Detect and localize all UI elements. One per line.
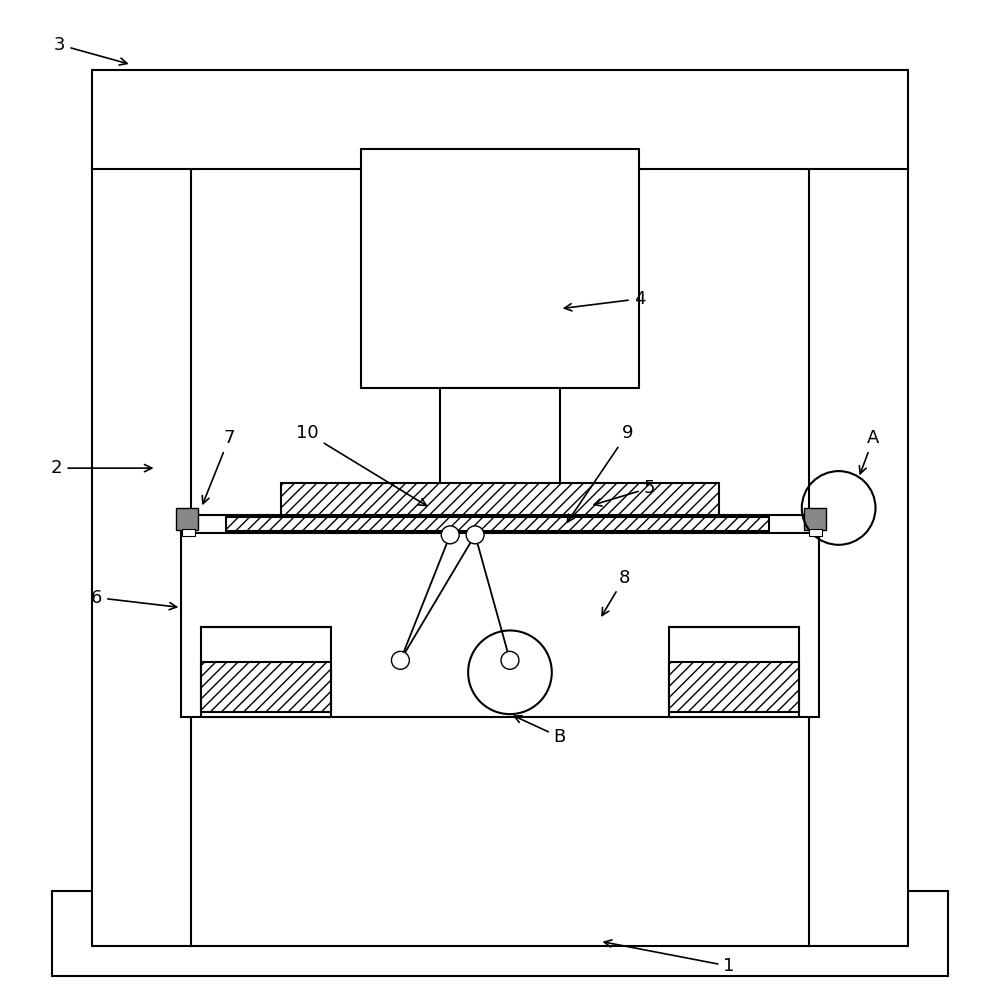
Bar [52, 891, 948, 976]
Bar [809, 529, 822, 536]
Bar [92, 70, 908, 946]
Text: 10: 10 [296, 424, 426, 506]
Bar [440, 388, 560, 488]
Text: 8: 8 [602, 569, 630, 616]
Bar [181, 515, 819, 533]
Text: 2: 2 [51, 459, 152, 477]
Bar [201, 662, 331, 712]
Bar [361, 149, 639, 388]
Text: A: A [859, 429, 880, 474]
Text: 9: 9 [567, 424, 633, 522]
Text: B: B [514, 716, 566, 746]
Bar [804, 508, 826, 530]
Text: 3: 3 [54, 36, 127, 65]
Circle shape [466, 526, 484, 544]
Circle shape [441, 526, 459, 544]
Bar [176, 508, 198, 530]
Circle shape [391, 651, 409, 669]
Circle shape [501, 651, 519, 669]
Text: 1: 1 [604, 940, 735, 975]
Bar [182, 529, 195, 536]
Bar [669, 627, 799, 717]
Bar [201, 627, 331, 717]
Bar [281, 483, 719, 528]
Bar [226, 517, 769, 531]
Bar [181, 523, 819, 717]
Text: 7: 7 [202, 429, 235, 504]
Text: 6: 6 [91, 589, 177, 610]
Text: 4: 4 [564, 290, 645, 311]
Text: 5: 5 [594, 479, 655, 506]
Bar [669, 662, 799, 712]
